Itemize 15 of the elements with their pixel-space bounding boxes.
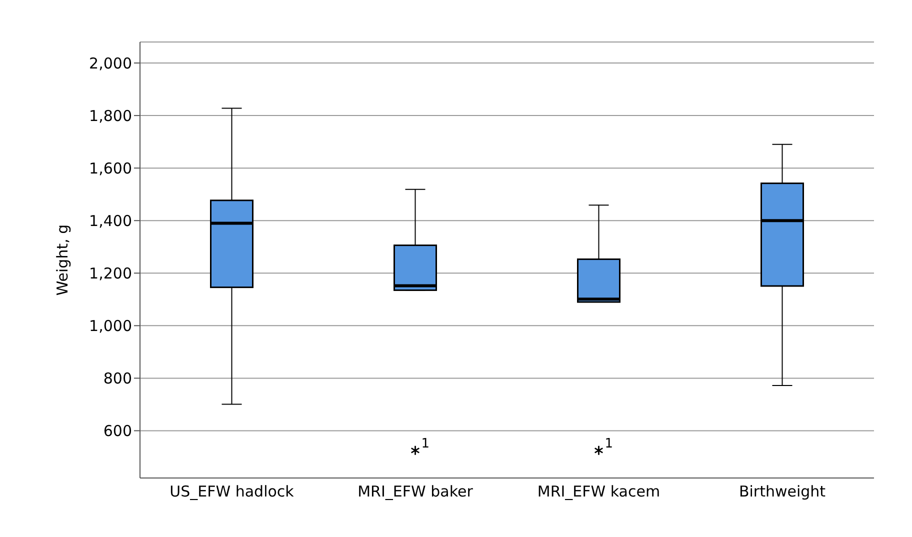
x-tick-label: Birthweight (738, 482, 826, 501)
y-tick-label: 1,000 (89, 316, 132, 335)
x-tick-label: MRI_EFW baker (358, 482, 474, 501)
y-axis-title: Weight, g (53, 224, 72, 296)
y-tick-label: 800 (103, 370, 132, 388)
annotation: 1 (604, 436, 614, 452)
y-tick-label: 600 (103, 422, 132, 440)
y-tick-label: 2,000 (89, 54, 132, 72)
y-tick-label: 1,200 (89, 264, 132, 282)
y-tick-label: 1,800 (89, 106, 132, 125)
x-tick-label: MRI_EFW kacem (537, 482, 660, 501)
x-tick-label: US_EFW hadlock (170, 482, 294, 501)
y-tick-label: 1,400 (89, 212, 132, 230)
y-tick-label: 1,600 (89, 159, 132, 178)
annotation: 1 (421, 436, 430, 452)
